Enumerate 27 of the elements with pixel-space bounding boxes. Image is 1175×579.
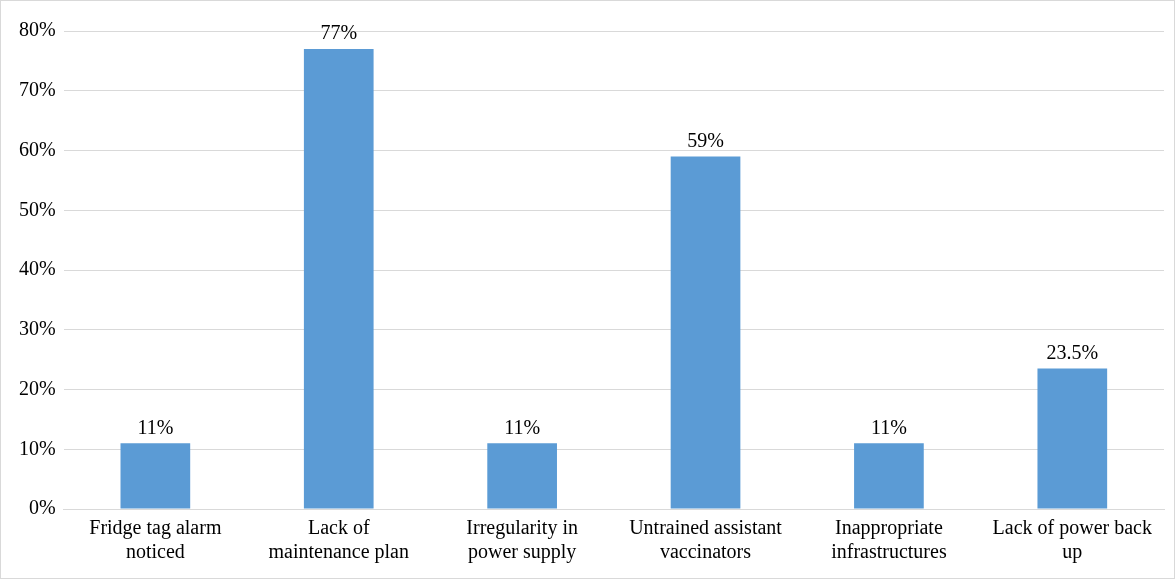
y-tick-label: 20% <box>18 376 56 399</box>
x-tick-label: Fridge tag alarm noticed <box>89 516 222 563</box>
data-label: 11% <box>137 415 174 438</box>
x-tick-label: Irregularity in power supply <box>466 516 578 564</box>
x-tick-label: Inappropriate infrastructures <box>831 516 947 563</box>
data-label: 77% <box>320 21 358 44</box>
x-tick-label: Lack of power back up <box>992 516 1152 564</box>
data-label: 11% <box>504 415 541 438</box>
data-label: 59% <box>687 128 724 151</box>
y-tick-label: 80% <box>18 18 56 41</box>
y-tick-label: 0% <box>28 496 56 519</box>
data-label: 23.5% <box>1046 340 1099 363</box>
bar <box>854 443 924 509</box>
bar <box>487 443 557 509</box>
y-tick-label: 60% <box>18 137 56 160</box>
bar <box>120 443 191 509</box>
y-tick-label: 50% <box>18 197 56 220</box>
y-tick-label: 30% <box>18 317 56 339</box>
y-tick-label: 70% <box>18 78 56 100</box>
data-label: 11% <box>870 415 907 438</box>
x-tick-label: Untrained assistant vaccinators <box>629 516 783 563</box>
x-tick-label: Lack of maintenance plan <box>268 516 409 564</box>
bar <box>670 156 741 509</box>
y-tick-label: 10% <box>18 436 56 459</box>
bar <box>1037 368 1108 509</box>
bar <box>303 48 374 509</box>
y-tick-label: 40% <box>18 257 56 280</box>
